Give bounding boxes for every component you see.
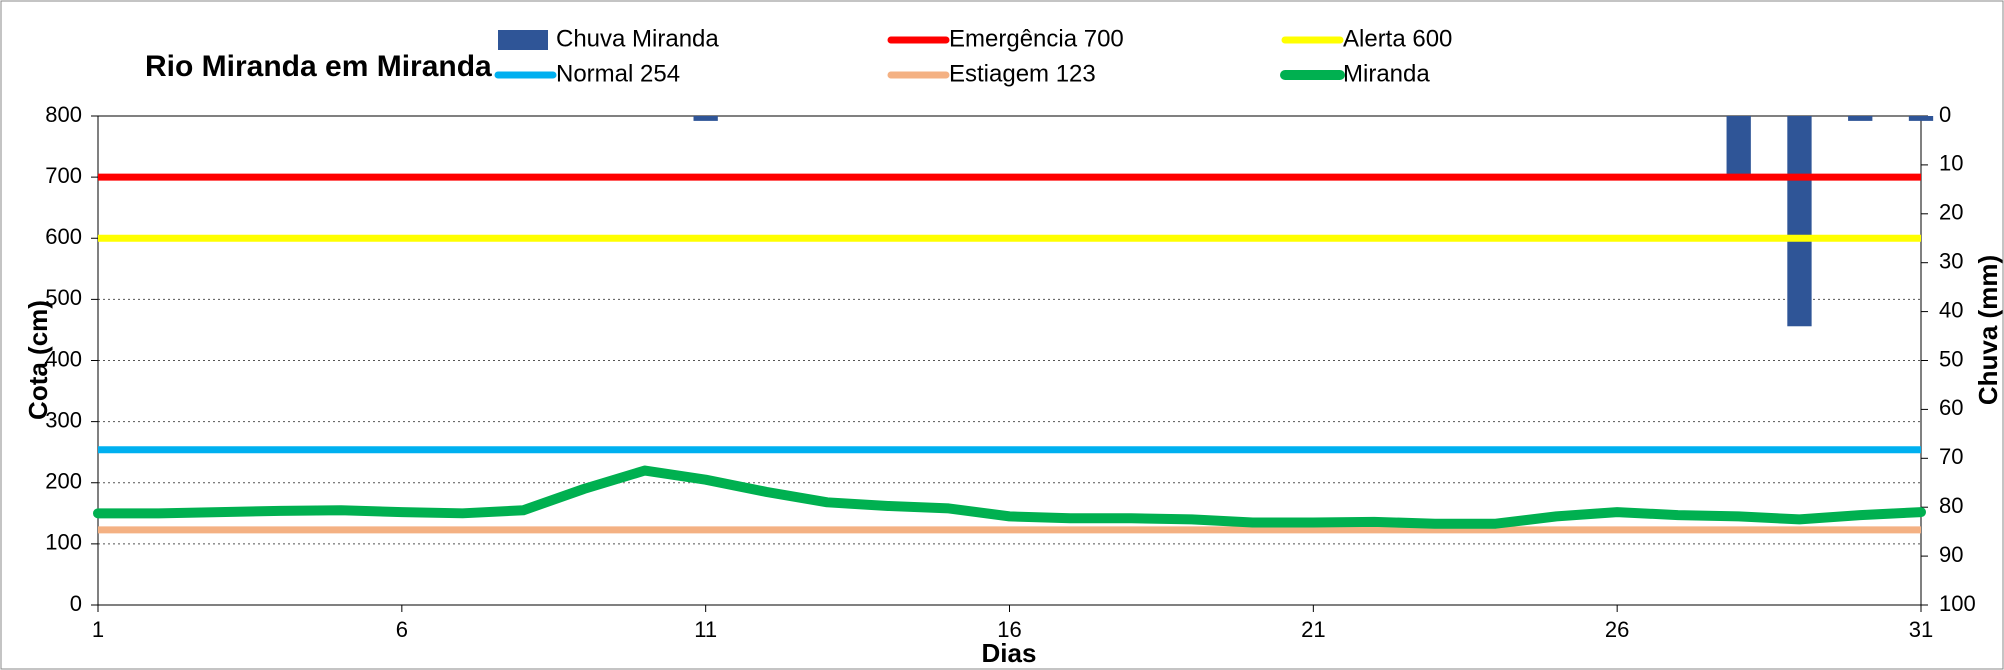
legend-label: Alerta 600 <box>1343 25 1452 52</box>
legend-label: Estiagem 123 <box>949 60 1096 87</box>
x-tick-label: 31 <box>1909 617 1933 642</box>
y-tick-label: 300 <box>45 407 82 432</box>
y-tick-label: 700 <box>45 163 82 188</box>
x-axis-label: Dias <box>982 638 1037 668</box>
legend-label: Miranda <box>1343 60 1430 87</box>
y2-tick-label: 40 <box>1939 297 1963 322</box>
rain-bar <box>1848 116 1873 121</box>
x-tick-label: 6 <box>396 617 408 642</box>
chart-title: Rio Miranda em Miranda <box>145 50 492 83</box>
rain-bar <box>693 116 718 121</box>
y2-axis-label: Chuva (mm) <box>1973 255 2003 405</box>
rain-bar <box>1908 116 1934 121</box>
legend-label: Chuva Miranda <box>556 25 719 52</box>
x-tick-label: 26 <box>1605 617 1629 642</box>
y2-tick-label: 100 <box>1939 591 1976 616</box>
level-line <box>93 465 1926 529</box>
x-tick-label: 21 <box>1301 617 1325 642</box>
y-tick-label: 600 <box>45 224 82 249</box>
y2-tick-label: 10 <box>1939 151 1963 176</box>
y-tick-label: 200 <box>45 469 82 494</box>
y2-tick-label: 90 <box>1939 542 1963 567</box>
x-tick-label: 11 <box>694 617 717 642</box>
y-tick-label: 800 <box>45 102 82 127</box>
legend-swatch <box>498 30 548 50</box>
y2-tick-label: 20 <box>1939 200 1963 225</box>
y2-tick-label: 70 <box>1939 444 1963 469</box>
y2-tick-label: 50 <box>1939 346 1963 371</box>
y-tick-label: 400 <box>45 346 82 371</box>
y-tick-label: 500 <box>45 285 82 310</box>
y2-tick-label: 30 <box>1939 249 1963 274</box>
y2-tick-label: 0 <box>1939 102 1951 127</box>
y2-tick-label: 80 <box>1939 493 1963 518</box>
rain-bar <box>1787 116 1812 327</box>
x-tick-label: 1 <box>92 617 104 642</box>
y-tick-label: 0 <box>70 591 82 616</box>
x-tick-label: 16 <box>997 617 1021 642</box>
y2-tick-label: 60 <box>1939 395 1963 420</box>
y-axis-label: Cota (cm) <box>23 300 53 420</box>
legend-label: Emergência 700 <box>949 25 1124 52</box>
y-tick-label: 100 <box>45 530 82 555</box>
legend-label: Normal 254 <box>556 60 680 87</box>
rain-bar <box>1726 116 1751 180</box>
